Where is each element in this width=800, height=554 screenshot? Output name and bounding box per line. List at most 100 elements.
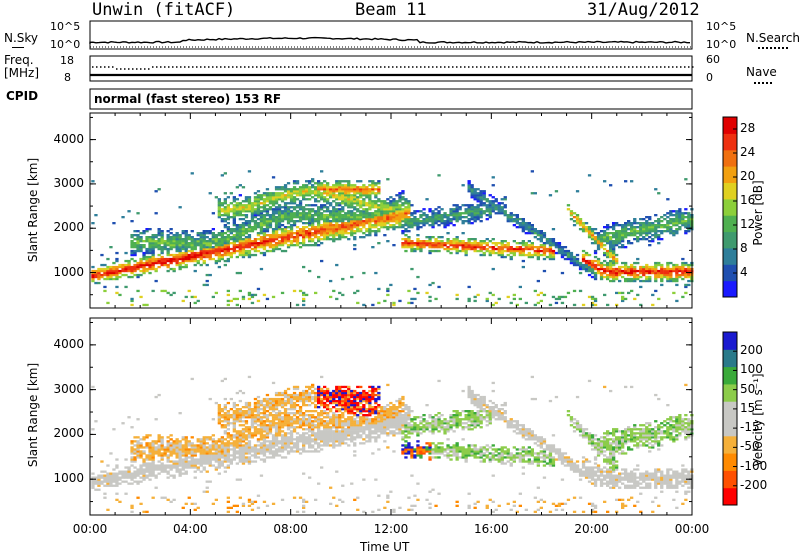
power-cell (326, 230, 330, 233)
velocity-cell (115, 466, 119, 469)
power-cell (305, 222, 309, 225)
power-cell (416, 240, 420, 243)
power-cell (587, 269, 592, 273)
velocity-cell (238, 408, 242, 411)
power-cell (283, 202, 288, 205)
power-cell (503, 210, 507, 213)
power-cell (133, 249, 137, 253)
power-cell (551, 240, 556, 243)
velocity-cell (226, 464, 230, 467)
velocity-cell (217, 420, 221, 423)
power-cell (386, 198, 390, 201)
power-cell (175, 249, 179, 253)
power-cell (259, 196, 264, 199)
power-cell (314, 214, 318, 217)
power-cell (482, 212, 486, 215)
velocity-cell (308, 395, 312, 399)
power-cell (633, 226, 637, 229)
velocity-cell (235, 510, 239, 513)
power-cell (247, 255, 252, 259)
power-cell (428, 208, 432, 211)
power-cell (178, 253, 182, 257)
velocity-cell (136, 444, 140, 447)
power-cell (527, 255, 531, 259)
power-cell (615, 271, 619, 275)
power-cell (344, 196, 348, 199)
velocity-cell (238, 444, 242, 447)
power-cell (584, 261, 589, 265)
power-cell (470, 246, 474, 249)
power-cell (365, 218, 369, 221)
power-cell (554, 244, 559, 247)
velocity-cell (151, 470, 155, 473)
velocity-cell (320, 436, 324, 439)
power-cell (103, 289, 107, 293)
power-cell (404, 242, 408, 245)
power-cell (199, 247, 203, 251)
power-cell (317, 214, 321, 217)
velocity-cell (184, 454, 188, 457)
velocity-cell (271, 434, 276, 437)
power-cell (401, 204, 405, 207)
power-cell (295, 226, 300, 229)
power-cell (347, 204, 351, 207)
power-cell (455, 247, 459, 251)
power-cell (672, 218, 676, 221)
power-cell (675, 263, 679, 267)
power-cell (410, 224, 414, 227)
velocity-cell (232, 454, 236, 457)
power-cell (554, 251, 559, 255)
power-cell (217, 216, 221, 219)
velocity-cell (151, 474, 155, 477)
power-cell (308, 198, 312, 201)
power-cell (470, 238, 474, 241)
power-cell (639, 271, 643, 275)
power-cell (274, 232, 279, 235)
power-cell (386, 287, 390, 291)
power-cell (642, 230, 646, 233)
power-cell (615, 222, 619, 225)
power-cell (190, 240, 194, 243)
power-cell (154, 269, 158, 273)
power-cell (627, 277, 631, 281)
velocity-cell (208, 446, 212, 449)
power-cell (109, 277, 113, 281)
power-cell (464, 216, 468, 219)
velocity-cell (286, 408, 291, 411)
power-cell (428, 236, 432, 239)
power-cell (500, 202, 504, 205)
power-cell (277, 220, 282, 223)
power-cell (651, 265, 655, 269)
power-cell (521, 228, 525, 231)
power-cell (587, 236, 592, 239)
velocity-cell (130, 460, 134, 463)
power-cell (569, 253, 574, 257)
power-cell (247, 202, 252, 205)
power-cell (672, 234, 676, 237)
power-cell (606, 267, 610, 271)
velocity-cell (238, 418, 242, 421)
power-cell (491, 184, 495, 187)
velocity-cell (259, 416, 264, 419)
power-cell (350, 216, 354, 219)
power-cell (286, 192, 291, 195)
power-cell (211, 238, 215, 241)
power-cell (524, 228, 528, 231)
velocity-cell (277, 393, 282, 397)
power-cell (274, 234, 279, 237)
power-cell (317, 206, 321, 209)
power-cell (353, 222, 357, 225)
velocity-cell (193, 452, 197, 455)
power-cell (401, 202, 405, 205)
power-cell (636, 261, 640, 265)
power-cell (356, 216, 360, 219)
power-cell (467, 242, 471, 245)
power-cell (184, 249, 188, 253)
velocity-cell (244, 446, 249, 449)
velocity-cell (133, 458, 137, 461)
power-cell (356, 198, 360, 201)
power-cell (232, 230, 236, 233)
velocity-cell (190, 462, 194, 465)
power-cell (446, 246, 450, 249)
power-cell (482, 242, 486, 245)
